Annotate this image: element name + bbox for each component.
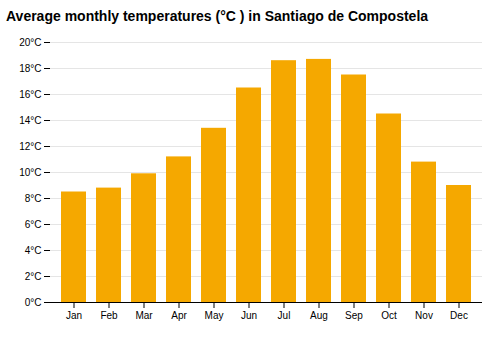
svg-text:Aug: Aug	[310, 310, 328, 321]
svg-text:2°C: 2°C	[25, 271, 42, 282]
svg-text:8°C: 8°C	[25, 193, 42, 204]
svg-text:Jan: Jan	[66, 310, 82, 321]
svg-text:18°C: 18°C	[19, 63, 41, 74]
svg-text:4°C: 4°C	[25, 245, 42, 256]
svg-text:14°C: 14°C	[19, 115, 41, 126]
svg-text:Dec: Dec	[450, 310, 468, 321]
svg-text:10°C: 10°C	[19, 167, 41, 178]
svg-text:Jun: Jun	[241, 310, 257, 321]
svg-text:16°C: 16°C	[19, 89, 41, 100]
svg-text:Feb: Feb	[100, 310, 118, 321]
svg-text:Nov: Nov	[415, 310, 433, 321]
svg-text:20°C: 20°C	[19, 37, 41, 48]
svg-text:Oct: Oct	[381, 310, 397, 321]
svg-text:0°C: 0°C	[25, 297, 42, 308]
svg-text:12°C: 12°C	[19, 141, 41, 152]
svg-text:Mar: Mar	[135, 310, 153, 321]
html-text:Average monthly temperatures (: Average monthly temperatures (°C ) in Sa…	[6, 8, 429, 24]
svg-text:Apr: Apr	[171, 310, 187, 321]
svg-text:May: May	[205, 310, 224, 321]
svg-text:6°C: 6°C	[25, 219, 42, 230]
svg-text:Sep: Sep	[345, 310, 363, 321]
svg-text:Jul: Jul	[278, 310, 291, 321]
